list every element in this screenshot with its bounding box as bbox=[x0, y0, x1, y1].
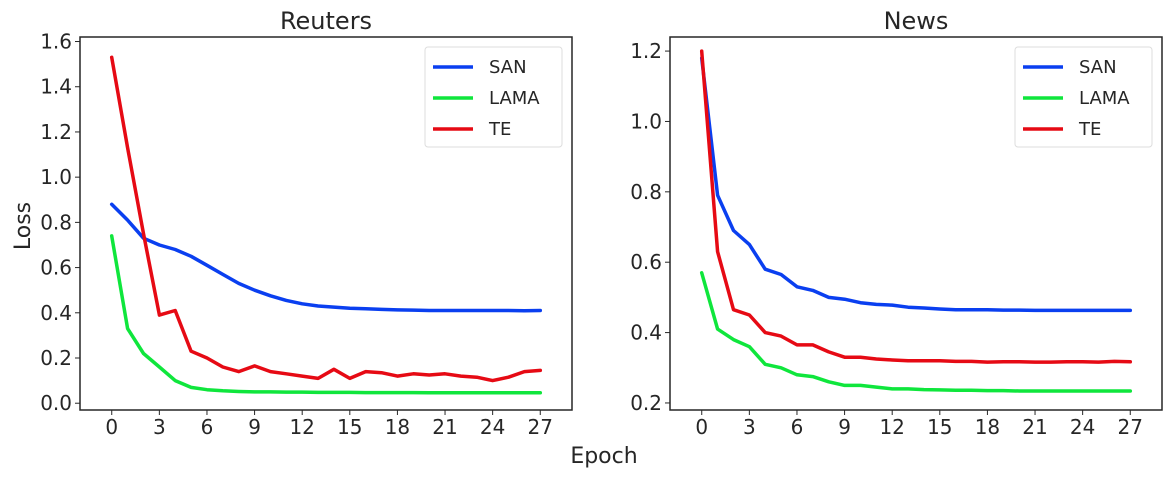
chart-0-x-tick-label: 9 bbox=[248, 415, 261, 439]
chart-0-legend-label-te: TE bbox=[488, 119, 511, 140]
chart-0-legend-label-san: SAN bbox=[489, 57, 527, 78]
chart-0-x-tick-label: 3 bbox=[153, 415, 166, 439]
chart-0-x-tick-label: 15 bbox=[337, 415, 362, 439]
chart-1-y-tick-label: 0.8 bbox=[630, 180, 662, 204]
chart-0-series-san-line bbox=[109, 202, 543, 313]
chart-1-series-san-line bbox=[699, 56, 1133, 313]
chart-0-y-tick-label: 1.2 bbox=[40, 120, 72, 144]
chart-1-x-tick-label: 6 bbox=[791, 415, 804, 439]
chart-1-legend-box bbox=[1014, 46, 1153, 148]
shared-x-axis-label: Epoch bbox=[570, 444, 637, 469]
chart-0-x-tick-label: 21 bbox=[432, 415, 457, 439]
chart-0-y-tick-label: 1.0 bbox=[40, 165, 72, 189]
chart-1-legend-label-te: TE bbox=[1078, 119, 1101, 140]
chart-0-y-tick-label: 1.6 bbox=[40, 30, 72, 54]
chart-0-x-tick-label: 12 bbox=[289, 415, 314, 439]
chart-1-y-tick-label: 0.4 bbox=[630, 321, 662, 345]
chart-1-y-tick-label: 0.6 bbox=[630, 250, 662, 274]
chart-1-x-tick-label: 15 bbox=[927, 415, 952, 439]
chart-0-title: Reuters bbox=[280, 7, 372, 35]
chart-1-x-tick-label: 27 bbox=[1118, 415, 1143, 439]
chart-1-x-tick-label: 21 bbox=[1022, 415, 1047, 439]
chart-1-series-lama-line bbox=[699, 271, 1133, 393]
chart-0-y-tick-label: 0.0 bbox=[40, 391, 72, 415]
chart-1-legend-label-lama: LAMA bbox=[1079, 88, 1130, 109]
chart-1-series-te-line bbox=[699, 49, 1133, 364]
news-chart: News 0 3 6 9 12 15 18 21 24 27 0.2 0.4 0.6 0.8 1.0 1.2 SA… bbox=[630, 7, 1163, 439]
chart-0-x-tick-label: 0 bbox=[105, 415, 118, 439]
chart-0-x-tick-label: 27 bbox=[528, 415, 553, 439]
chart-1-legend-label-san: SAN bbox=[1079, 57, 1117, 78]
chart-0-x-tick-label: 18 bbox=[385, 415, 410, 439]
chart-0-y-tick-label: 0.4 bbox=[40, 301, 72, 325]
chart-0-y-tick-label: 0.2 bbox=[40, 346, 72, 370]
chart-0-y-tick-label: 0.6 bbox=[40, 256, 72, 280]
chart-1-plot-frame bbox=[669, 36, 1163, 411]
chart-0-y-tick-label: 1.4 bbox=[40, 75, 72, 99]
chart-1-x-tick-label: 18 bbox=[975, 415, 1000, 439]
chart-0-series-lama-line bbox=[109, 234, 543, 395]
chart-0-legend: SAN LAMA TE bbox=[424, 46, 563, 148]
chart-1-legend: SAN LAMA TE bbox=[1014, 46, 1153, 148]
reuters-chart: Reuters 0 3 6 9 12 15 18 21 24 27 0.0 0.2 0.4 0.6 0.8 1.… bbox=[40, 7, 573, 439]
chart-0-x-tick-label: 24 bbox=[480, 415, 505, 439]
chart-1-x-tick-label: 9 bbox=[838, 415, 851, 439]
chart-1-x-tick-label: 0 bbox=[695, 415, 708, 439]
chart-1-x-tick-label: 24 bbox=[1070, 415, 1095, 439]
chart-0-legend-label-lama: LAMA bbox=[489, 88, 540, 109]
chart-0-y-tick-label: 0.8 bbox=[40, 210, 72, 234]
chart-1-y-tick-label: 0.2 bbox=[630, 391, 662, 415]
chart-0-x-tick-label: 6 bbox=[201, 415, 214, 439]
chart-1-x-tick-label: 3 bbox=[743, 415, 756, 439]
chart-1-x-tick-label: 12 bbox=[879, 415, 904, 439]
shared-y-axis-label: Loss bbox=[11, 202, 36, 250]
chart-1-y-tick-label: 1.0 bbox=[630, 109, 662, 133]
chart-1-title: News bbox=[884, 7, 949, 35]
chart-1-y-tick-label: 1.2 bbox=[630, 39, 662, 63]
chart-0-series-te-line bbox=[109, 55, 543, 383]
chart-0-legend-box bbox=[424, 46, 563, 148]
chart-0-plot-frame bbox=[79, 36, 573, 411]
